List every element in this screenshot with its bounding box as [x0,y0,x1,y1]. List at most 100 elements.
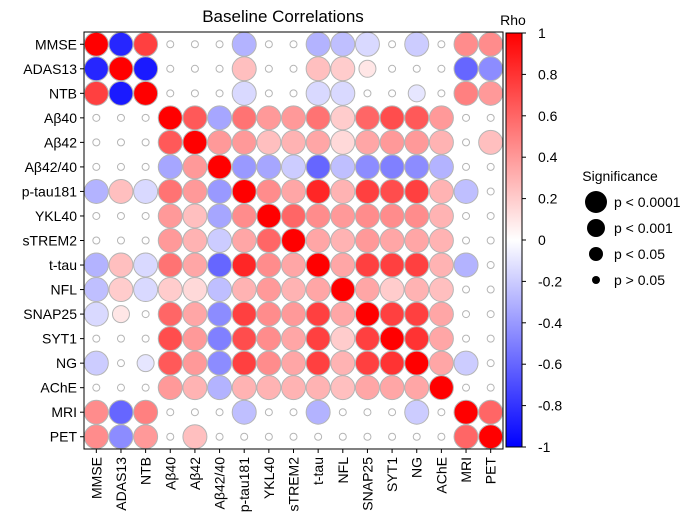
correlation-dot [462,383,471,392]
correlation-dot [182,178,208,204]
correlation-dot [92,236,101,245]
colorbar-tick-label: 0.2 [538,191,558,207]
correlation-dot [330,129,356,155]
correlation-dot [486,359,495,368]
correlation-dot [428,252,454,278]
correlation-dot [404,154,430,180]
correlation-dot [231,301,257,327]
colorbar-tick-label: -0.8 [538,398,562,414]
correlation-dot [404,129,430,155]
correlation-dot [486,211,495,220]
significance-legend-title: Significance [582,168,658,184]
correlation-dot [354,203,380,229]
correlation-dot [190,40,199,49]
correlation-dot [182,326,208,352]
colorbar-tick-label: 1 [538,25,546,41]
correlation-dot [157,277,183,303]
correlation-dot [133,399,159,425]
correlation-dot [231,129,257,155]
correlation-dot [231,375,257,401]
correlation-dot [166,408,175,417]
correlation-dot [231,105,257,131]
correlation-dot [305,178,331,204]
correlation-dot [157,350,183,376]
correlation-cells [83,31,504,450]
correlation-dot [404,301,430,327]
correlation-dot [141,211,150,220]
correlation-dot [256,252,282,278]
significance-legend-label: p < 0.001 [614,220,673,236]
correlation-dot [453,80,479,106]
correlation-dot [157,326,183,352]
x-tick-label: PET [483,457,499,485]
correlation-dot [388,432,397,441]
correlation-dot [462,138,471,147]
y-axis-labels: MMSE ADAS13 NTB Aβ40 Aβ42 Aβ42/40 p-tau181 YKL4… [22,36,84,445]
x-tick-label: ADAS13 [113,457,129,511]
correlation-dot [207,228,233,253]
colorbar-tick-label: -0.4 [538,315,562,331]
correlation-dot [108,277,134,303]
correlation-dot [379,203,405,229]
correlation-dot [264,40,273,49]
y-tick-label: ADAS13 [23,61,77,77]
correlation-dot [281,277,306,303]
correlation-dot [256,105,282,131]
correlation-dot [92,138,101,147]
correlation-dot [190,408,199,417]
correlation-dot [305,252,331,278]
correlation-dot [354,301,380,327]
correlation-dot [289,408,298,417]
x-tick-label: Aβ42/40 [212,457,228,510]
correlation-dot [388,40,397,49]
correlation-dot [83,56,109,82]
correlation-dot [379,301,405,327]
correlation-dot [330,375,356,401]
correlation-dot [330,326,356,352]
significance-legend-label: p < 0.0001 [614,194,681,210]
correlation-dot [116,359,125,368]
correlation-dot [486,162,495,171]
correlation-dot [330,80,356,106]
significance-legend: p < 0.0001 p < 0.001 p < 0.05 p > 0.05 [585,191,681,288]
correlation-dot [453,399,479,425]
correlation-dot [354,277,380,303]
correlation-dot [379,178,405,204]
correlation-dot [166,64,175,73]
correlation-dot [428,228,454,253]
correlation-dot [379,277,405,303]
correlation-dot [215,432,224,441]
correlation-dot [437,64,446,73]
correlation-dot [379,326,405,352]
correlation-dot [116,334,125,343]
correlation-dot [136,354,155,373]
correlation-dot [354,105,380,131]
correlation-dot [281,252,306,278]
plot-frame [83,31,504,450]
correlation-dot [437,408,446,417]
correlation-dot [305,350,331,376]
correlation-dot [166,89,175,98]
correlation-dot [354,31,380,57]
correlation-dot [330,203,356,229]
correlation-dot [141,236,150,245]
correlation-dot [281,203,306,229]
y-tick-label: YKL40 [35,208,77,224]
correlation-dot [462,285,471,294]
x-tick-label: t-tau [310,457,326,485]
x-tick-label: Aβ40 [162,457,178,490]
correlation-dot [289,89,298,98]
correlation-dot [256,326,282,352]
colorbar-tick-label: -0.6 [538,356,562,372]
correlation-dot [92,162,101,171]
correlation-dot [207,203,233,229]
correlation-dot [354,350,380,376]
correlation-dot [462,162,471,171]
correlation-dot [428,277,454,303]
correlation-dot [354,228,380,253]
correlation-dot [157,301,183,327]
correlation-dot [330,105,356,131]
correlation-dot [330,350,356,376]
correlation-dot [256,129,282,155]
correlation-dot [388,64,397,73]
